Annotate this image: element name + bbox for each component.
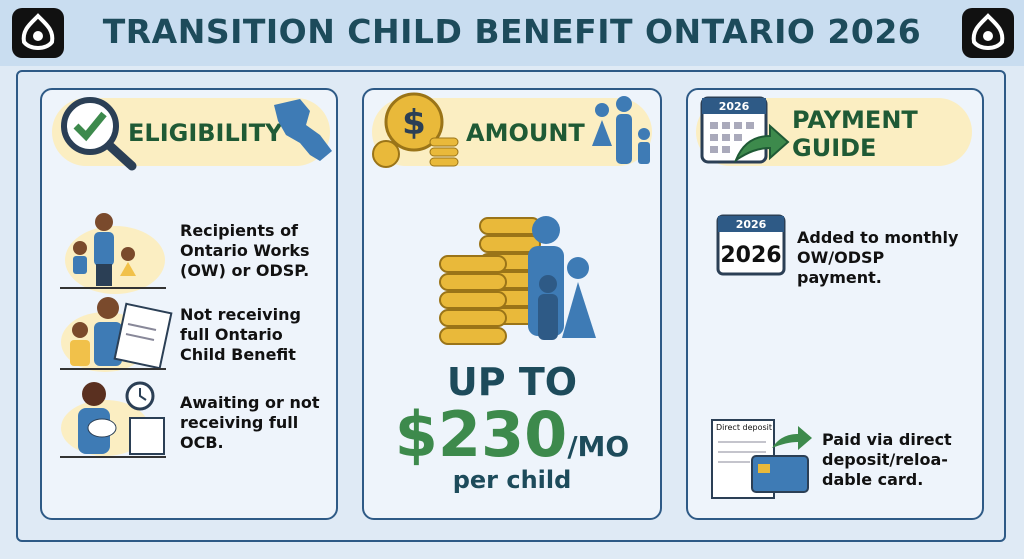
deposit-label: Direct deposit [716,423,772,432]
trillium [971,13,1005,50]
calendar-icon: 2026 2026 [716,214,786,276]
parent-baby-icon [61,381,165,456]
item-text: Awaiting or not receiving full OCB. [180,393,320,452]
divider [60,287,166,289]
calendar-year-small: 2026 [736,218,767,231]
page-title: TRANSITION CHILD BENEFIT ONTARIO 2026 [102,12,922,51]
logo [962,8,1014,58]
divider [60,456,166,458]
panel-title: ELIGIBILITY [128,119,283,147]
divider [60,368,166,370]
amount-note: per child [452,466,572,494]
ontario-map [274,99,332,161]
amount-unit: /MO [567,430,630,463]
frame [16,70,1006,542]
item-text: Paid via direct deposit/reloa-dable card… [822,430,952,489]
magnifier-icon [61,97,137,171]
calendar-arrow-icon: 2026 [700,96,790,164]
coin-icon: $ [372,92,459,168]
amount-prefix: UP TO [446,360,578,404]
panel-title: PAYMENT GUIDE [792,106,918,162]
trillium [21,13,55,50]
amount-value: $230 [394,398,568,471]
calendar-year: 2026 [719,100,750,113]
deposit-card-icon: Direct deposit [711,419,812,499]
coins-family-illustration [439,216,596,345]
item-text: Recipients of Ontario Works (OW) or ODSP… [180,221,310,280]
item-text: Added to monthly OW/ODSP payment. [797,228,959,287]
family-icon [65,213,165,294]
item-text: Not receiving full Ontario Child Benefit [180,305,301,364]
svg-text:$: $ [402,103,426,143]
family-icon [592,96,650,164]
panel-title: AMOUNT [466,119,585,147]
logo [12,8,64,58]
amount-value-line: $230/MO [362,398,662,471]
header-band [0,0,1024,66]
calendar-year-big: 2026 [720,243,781,268]
parent-document-icon [61,297,173,372]
